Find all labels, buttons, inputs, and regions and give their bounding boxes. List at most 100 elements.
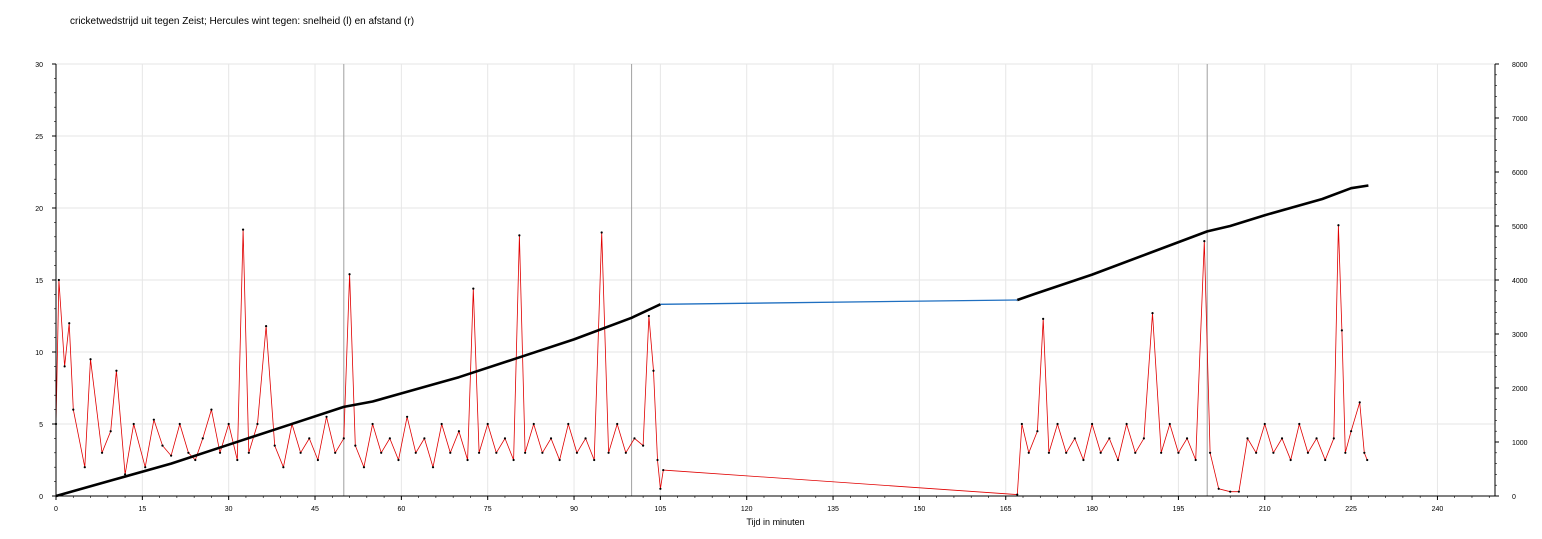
speed-gap-line — [663, 469, 1018, 495]
speed-point — [1272, 451, 1275, 454]
speed-point — [299, 451, 302, 454]
speed-point — [57, 278, 60, 282]
y-tick-label-right: 0 — [1512, 494, 1516, 501]
speed-point — [1020, 422, 1023, 426]
x-tick-label: 225 — [1345, 506, 1357, 513]
speed-point — [1108, 437, 1111, 440]
x-tick-label: 0 — [54, 506, 58, 513]
speed-point — [89, 358, 92, 361]
speed-point — [1306, 451, 1310, 454]
x-tick-label: 15 — [138, 506, 146, 513]
speed-point — [334, 451, 337, 454]
speed-point — [1065, 451, 1068, 454]
speed-point — [371, 422, 374, 426]
speed-point — [63, 365, 66, 368]
speed-point — [1160, 451, 1163, 454]
x-tick-label: 135 — [827, 506, 839, 513]
speed-point — [397, 458, 400, 462]
speed-point — [1208, 451, 1212, 454]
speed-point — [486, 422, 489, 426]
speed-point — [1036, 430, 1039, 433]
x-tick-label: 60 — [397, 506, 405, 513]
speed-point — [518, 234, 521, 237]
speed-point — [1042, 317, 1045, 320]
speed-line — [1016, 225, 1368, 495]
speed-point — [1168, 422, 1171, 426]
speed-point — [656, 458, 659, 462]
speed-point — [1047, 451, 1051, 454]
speed-point — [316, 458, 319, 462]
speed-point — [152, 418, 155, 421]
speed-point — [1056, 422, 1059, 426]
y-tick-label-right: 5000 — [1512, 224, 1528, 231]
x-tick-label: 90 — [570, 506, 578, 513]
speed-point — [1073, 437, 1076, 440]
speed-point — [558, 458, 561, 462]
speed-point — [414, 451, 417, 454]
y-tick-label-right: 7000 — [1512, 116, 1528, 123]
speed-point — [600, 231, 603, 234]
speed-point — [354, 444, 357, 447]
y-tick-label-left: 30 — [35, 62, 43, 69]
y-tick-label-right: 1000 — [1512, 440, 1528, 447]
speed-point — [662, 468, 665, 472]
speed-point — [178, 422, 181, 426]
speed-point — [633, 437, 636, 440]
speed-point — [1099, 451, 1102, 454]
speed-point — [362, 466, 366, 469]
speed-point — [616, 422, 619, 426]
y-tick-label-right: 6000 — [1512, 170, 1528, 177]
x-axis-label: Tijd in minuten — [746, 517, 804, 527]
speed-point — [348, 273, 351, 276]
y-tick-label-right: 8000 — [1512, 62, 1528, 69]
speed-point — [1255, 451, 1258, 454]
speed-point — [440, 422, 443, 426]
speed-point — [201, 437, 204, 440]
speed-point — [1263, 422, 1266, 426]
axis-layer — [52, 63, 1499, 500]
x-tick-label: 210 — [1259, 506, 1271, 513]
speed-point — [652, 369, 655, 372]
speed-point — [549, 437, 553, 440]
speed-point — [1027, 451, 1030, 454]
speed-point — [1246, 437, 1249, 440]
y-tick-label-left: 5 — [39, 422, 43, 429]
speed-point — [1366, 458, 1369, 462]
speed-point — [423, 437, 426, 440]
y-tick-label-left: 15 — [35, 278, 43, 285]
speed-point — [236, 458, 239, 462]
x-tick-label: 45 — [311, 506, 319, 513]
speed-point — [72, 408, 75, 411]
distance-line — [55, 303, 661, 498]
speed-point — [1289, 458, 1292, 462]
speed-point — [1324, 458, 1327, 462]
x-tick-label: 75 — [484, 506, 492, 513]
x-tick-label: 150 — [914, 506, 926, 513]
speed-point — [512, 458, 515, 462]
speed-point — [227, 422, 230, 426]
speed-point — [273, 444, 276, 447]
y-tick-label-left: 20 — [35, 206, 43, 213]
x-tick-label: 195 — [1173, 506, 1185, 513]
speed-point — [342, 437, 345, 440]
speed-point — [1229, 490, 1232, 493]
speed-point — [1116, 458, 1120, 462]
speed-point — [593, 458, 596, 462]
speed-point — [1337, 224, 1340, 227]
x-tick-label: 165 — [1000, 506, 1012, 513]
speed-point — [659, 487, 662, 490]
speed-point — [264, 324, 268, 328]
speed-point — [132, 422, 135, 426]
x-tick-label: 240 — [1432, 506, 1444, 513]
speed-point — [466, 458, 469, 462]
vertical-marker-layer — [343, 64, 1208, 496]
speed-point — [210, 408, 213, 411]
speed-point — [1090, 422, 1094, 426]
x-tick-label: 120 — [741, 506, 753, 513]
speed-point — [431, 466, 435, 469]
speed-point — [325, 415, 328, 418]
speed-point — [567, 422, 570, 426]
chart-title: cricketwedstrijd uit tegen Zeist; Hercul… — [70, 16, 415, 27]
speed-line — [55, 229, 664, 489]
speed-point — [1280, 437, 1284, 440]
